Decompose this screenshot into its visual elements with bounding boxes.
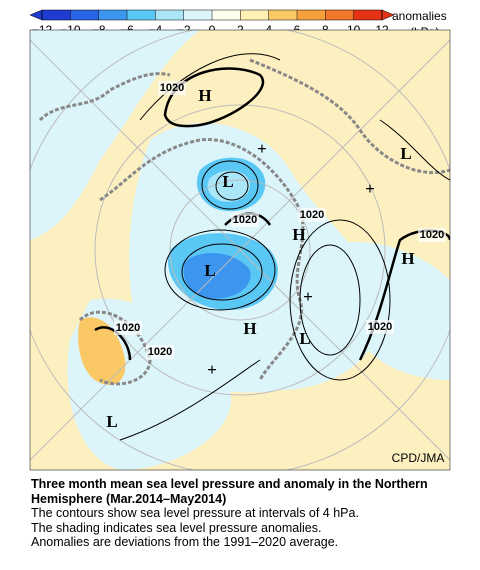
isobar-label: 1020	[420, 229, 444, 241]
pressure-center-label: H	[401, 249, 414, 268]
unit-label: anomalies	[392, 9, 447, 23]
map-frame	[29, 29, 451, 471]
colorbar-arrow	[29, 9, 43, 21]
colorbar-segment	[127, 10, 156, 20]
pressure-center-label: +	[303, 287, 313, 306]
pressure-center-label: H	[292, 225, 305, 244]
shape	[181, 243, 263, 301]
label-background	[158, 81, 186, 95]
caption-line: The shading indicates sea level pressure…	[31, 520, 322, 535]
pressure-center-label: H	[243, 319, 256, 338]
shape	[299, 244, 361, 356]
isobars	[119, 53, 450, 441]
shape	[78, 310, 152, 386]
label-background	[366, 320, 394, 334]
shape	[164, 229, 276, 311]
colorbar-segment	[183, 10, 212, 20]
pressure-center-label: H	[198, 86, 211, 105]
shape	[215, 171, 249, 201]
pressure-center-label: L	[222, 172, 233, 191]
isobar-label: 1020	[116, 322, 140, 334]
graticule	[30, 30, 450, 470]
isobar-label: 1020	[300, 209, 324, 221]
shape	[119, 359, 261, 441]
isobar-label: 1020	[148, 346, 172, 358]
colorbar-segment	[325, 10, 354, 20]
shading	[183, 252, 251, 299]
label-background	[114, 321, 142, 335]
coastline	[38, 58, 450, 386]
shape	[38, 72, 171, 122]
shape	[139, 53, 281, 121]
colorbar-segment	[42, 10, 71, 20]
shape	[30, 39, 450, 461]
shape	[201, 160, 259, 210]
colorbar-segment	[212, 10, 241, 20]
pressure-center-label: +	[207, 360, 217, 379]
label-background	[231, 213, 259, 227]
shape	[163, 67, 264, 128]
colorbar-segment	[155, 10, 184, 20]
pressure-center-label: +	[257, 139, 267, 158]
colorbar-segment	[70, 10, 99, 20]
caption: Three month mean sea level pressure and …	[31, 477, 471, 550]
label-background	[146, 345, 174, 359]
pressure-center-label: L	[204, 261, 215, 280]
pressure-center-label: L	[400, 144, 411, 163]
isobar-label: 1020	[233, 214, 257, 226]
map-area	[30, 30, 450, 470]
shape	[249, 58, 450, 175]
shape	[169, 179, 311, 321]
pressure-center-label: L	[299, 329, 310, 348]
shape	[99, 138, 305, 381]
shape	[379, 119, 450, 181]
isobar-label: 1020	[160, 82, 184, 94]
pressure-center-label: +	[365, 179, 375, 198]
shading	[320, 241, 450, 380]
caption-line: Anomalies are deviations from the 1991–2…	[31, 535, 339, 549]
pressure-center-label: L	[106, 412, 117, 431]
shading	[78, 317, 126, 385]
label-background	[298, 208, 326, 222]
shape	[289, 219, 391, 381]
map-labels: 1020 H + L + L 1020 1020 H 1020 H L + H L 1020 1020 1020 +…	[106, 81, 446, 431]
isobar-label: 1020	[368, 321, 392, 333]
map-figure: −12−10−8−6−4−2024681012 anomalies (hPa)	[29, 9, 451, 471]
shape	[94, 104, 386, 396]
caption-line: The contours show sea level pressure at …	[31, 506, 359, 520]
colorbar-segment	[98, 10, 127, 20]
label-background	[418, 228, 446, 242]
colorbar-segment	[240, 10, 269, 20]
colorbar-segment	[297, 10, 326, 20]
caption-title: Three month mean sea level pressure and …	[31, 477, 428, 506]
credit: CPD/JMA	[392, 451, 445, 465]
colorbar-segment	[268, 10, 297, 20]
colorbar-segment	[353, 10, 382, 20]
